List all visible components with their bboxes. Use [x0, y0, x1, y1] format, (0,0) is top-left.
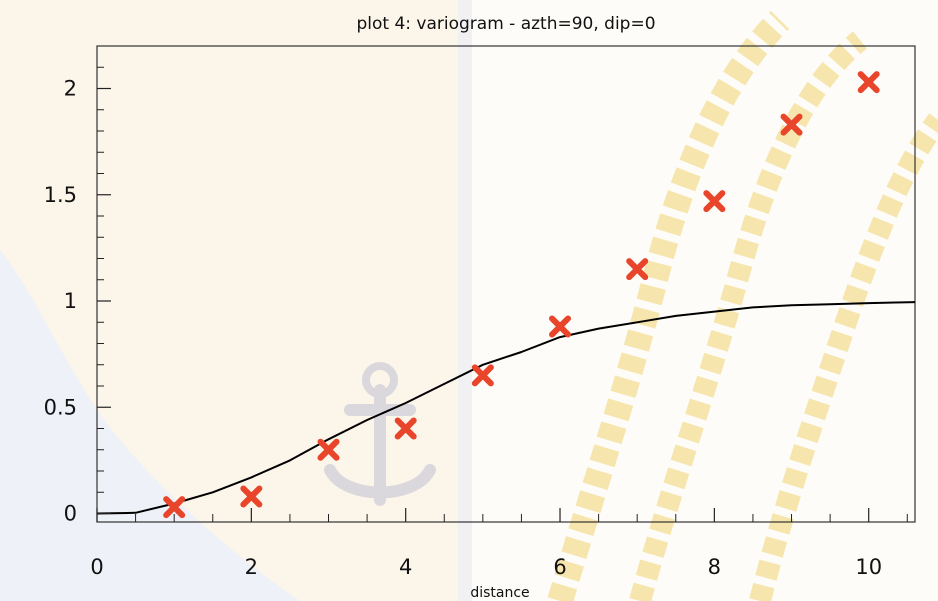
y-tick-label: 1.5 — [44, 183, 77, 207]
data-point-marker — [626, 258, 649, 281]
data-point-marker — [471, 364, 494, 387]
gaussian-model-curve — [96, 301, 916, 515]
data-point-marker — [780, 113, 803, 136]
plot-area — [96, 45, 916, 523]
data-point-marker — [163, 496, 186, 519]
axes-layer: 0 2 4 6 8 10 0 0.5 1 1.5 2 — [44, 66, 908, 579]
data-point-marker — [857, 71, 880, 94]
x-tick-label: 4 — [399, 555, 412, 579]
y-tick-label: 1 — [64, 289, 77, 313]
x-tick-label: 0 — [90, 555, 103, 579]
data-point-marker — [394, 417, 417, 440]
rope-border-decoration — [547, 10, 938, 601]
x-axis-label: distance — [470, 585, 529, 601]
y-tick-label: 2 — [64, 77, 77, 101]
data-point-marker — [549, 315, 572, 338]
data-point-marker — [703, 190, 726, 213]
data-point-marker — [240, 485, 263, 508]
chart-title: plot 4: variogram - azth=90, dip=0 — [356, 14, 655, 34]
y-tick-label: 0.5 — [44, 395, 77, 419]
x-tick-label: 10 — [855, 555, 882, 579]
x-tick-label: 8 — [708, 555, 721, 579]
data-point-marker — [317, 438, 340, 461]
x-tick-label: 2 — [245, 555, 258, 579]
y-tick-label: 0 — [64, 502, 77, 526]
data-points-layer — [163, 71, 880, 519]
navy-emblem-decoration — [324, 362, 436, 506]
model-curve-layer — [96, 301, 916, 515]
x-tick-label: 6 — [553, 555, 566, 579]
